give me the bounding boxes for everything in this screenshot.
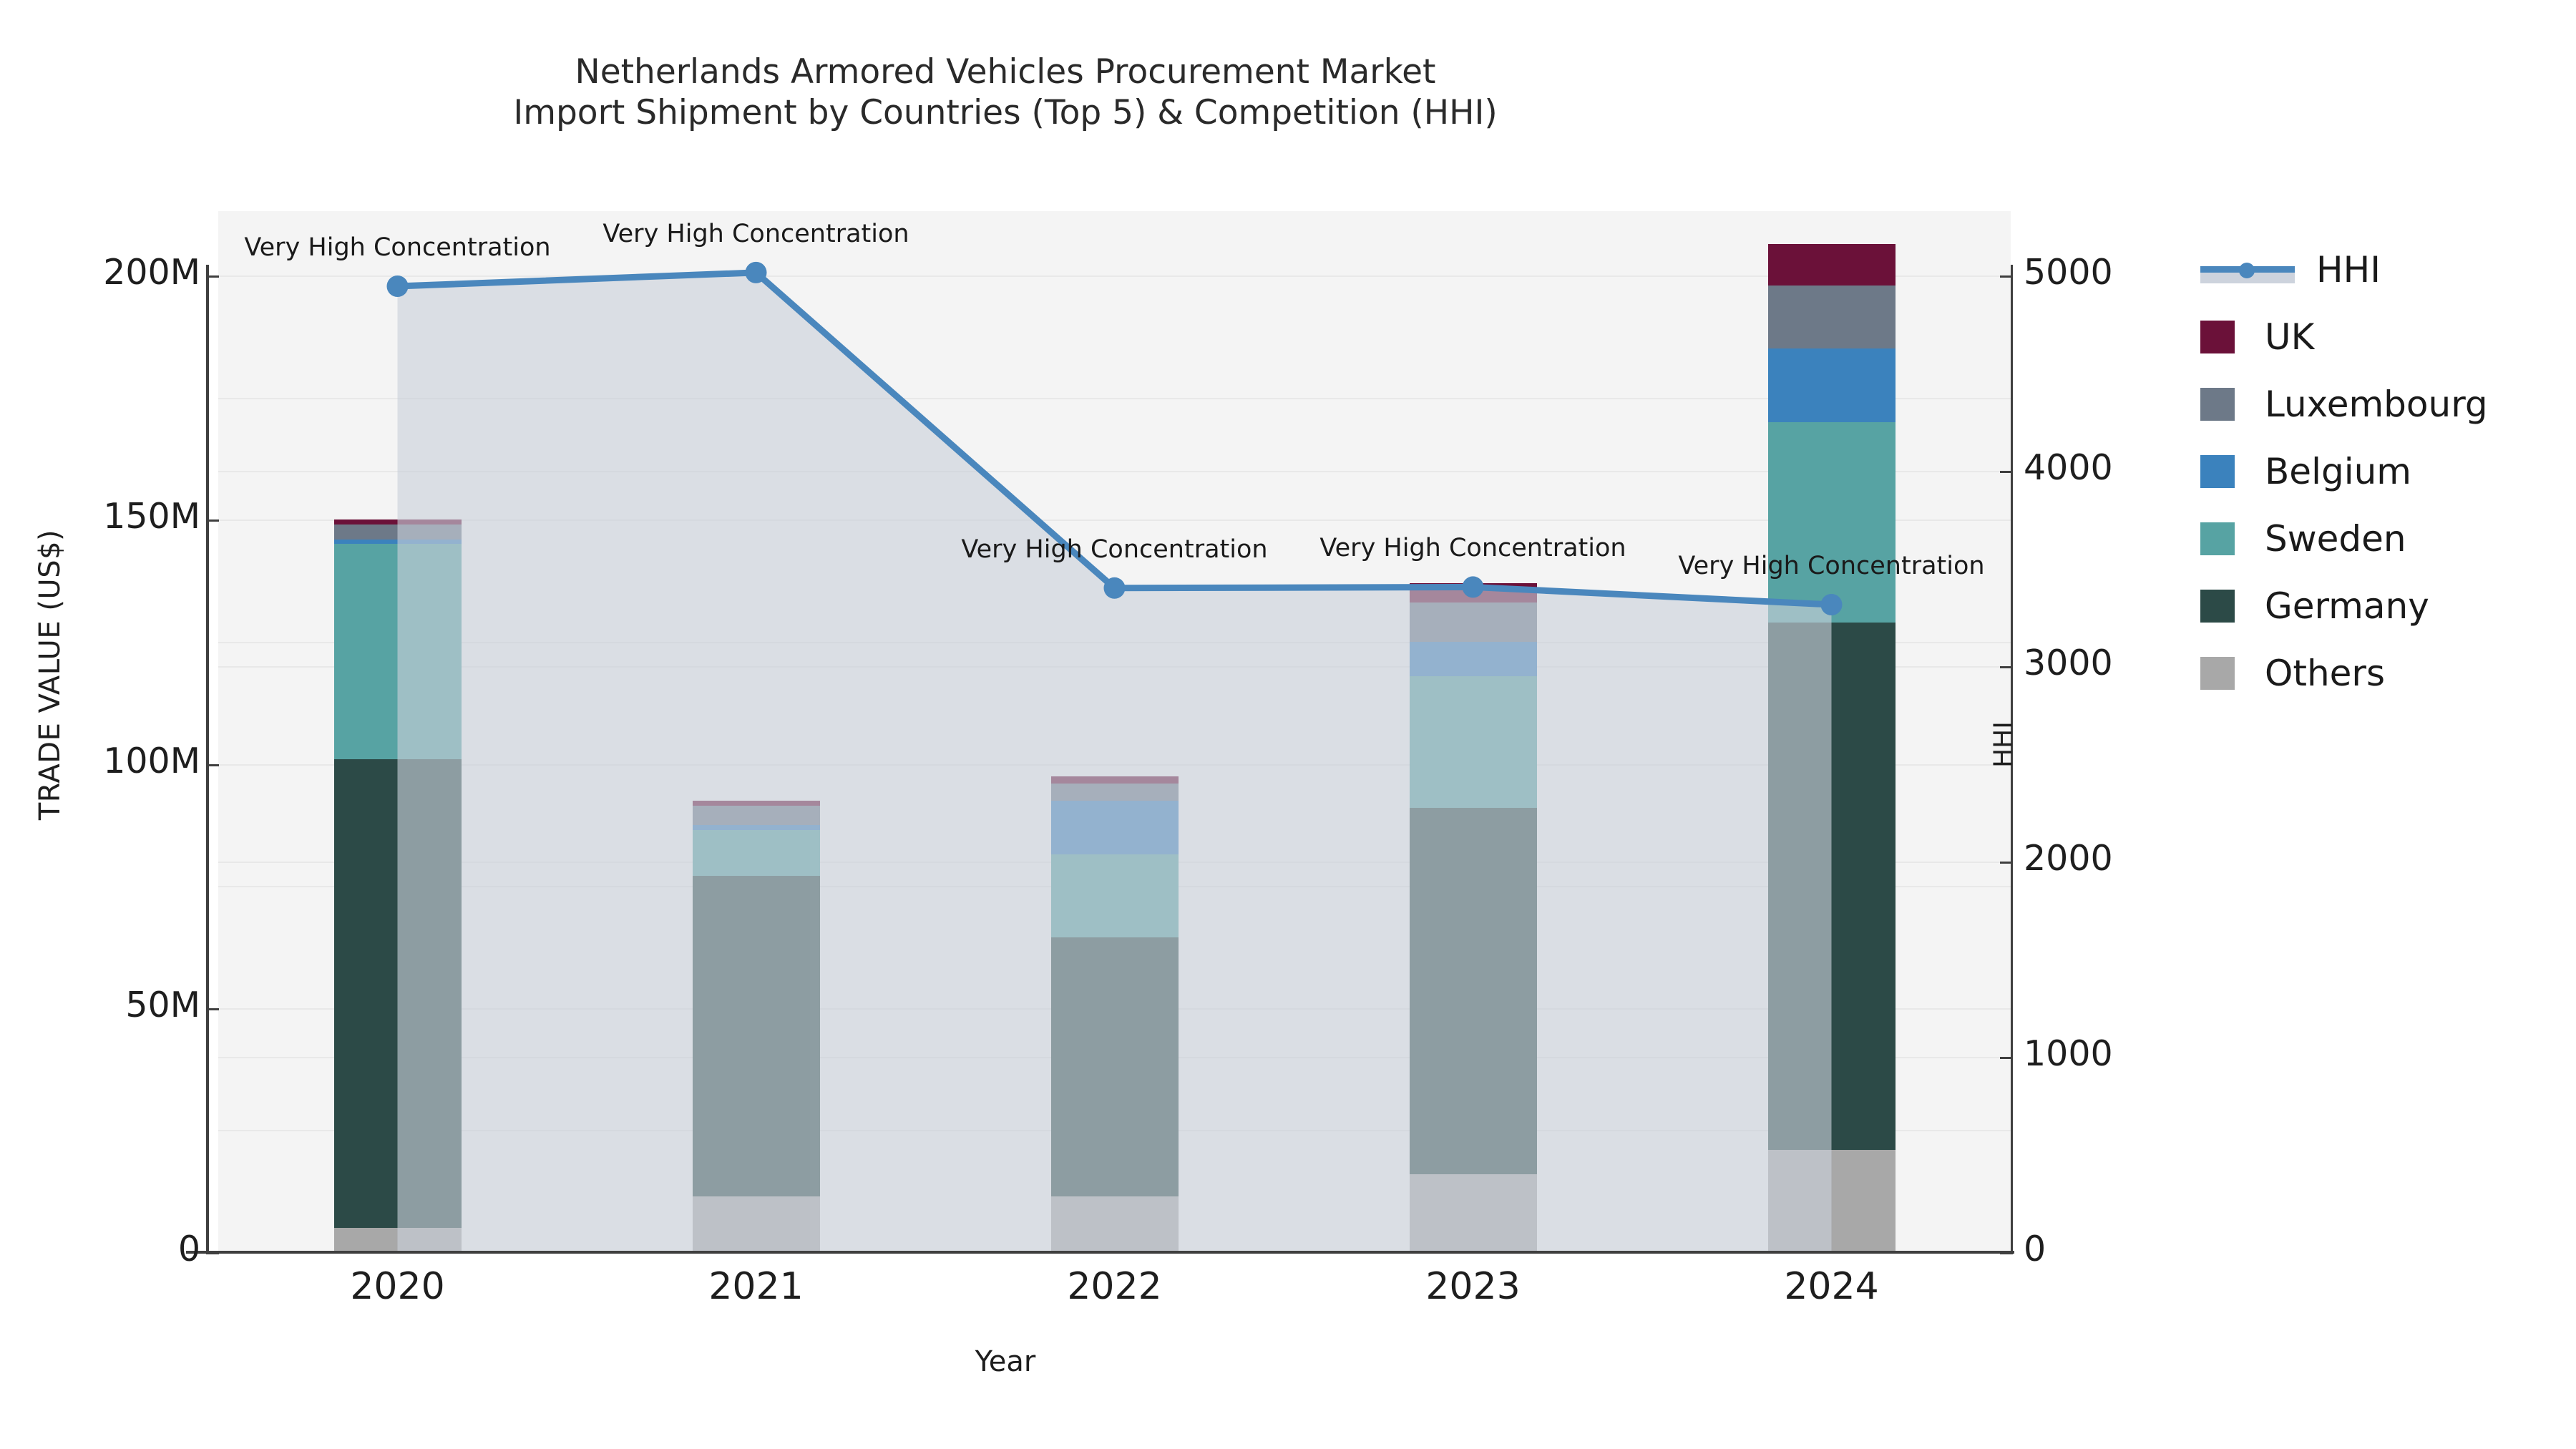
gridline	[218, 471, 2011, 472]
y-tick-right-3000: 3000	[2024, 643, 2113, 683]
legend-swatch-others	[2200, 657, 2235, 690]
gridline	[218, 275, 2011, 277]
legend-label: HHI	[2316, 249, 2381, 291]
legend-swatch-uk	[2200, 321, 2235, 353]
y-axis-left-line	[206, 265, 209, 1254]
chart-title-line1: Netherlands Armored Vehicles Procurement…	[575, 52, 1436, 92]
legend-item-uk[interactable]: UK	[2200, 303, 2572, 371]
y-tick-left-50M: 50M	[125, 984, 200, 1025]
legend-swatch-germany	[2200, 590, 2235, 623]
legend-label: Belgium	[2265, 451, 2411, 492]
legend-item-germany[interactable]: Germany	[2200, 572, 2572, 640]
y-axis-right-label: HHI	[1989, 721, 2019, 768]
annotation-2021: Very High Concentration	[602, 219, 909, 248]
legend-item-luxembourg[interactable]: Luxembourg	[2200, 371, 2572, 438]
y-tick-right-4000: 4000	[2024, 447, 2113, 488]
x-tick-2023: 2023	[1425, 1265, 1521, 1308]
x-tick-2022: 2022	[1067, 1265, 1162, 1308]
y-tick-left-100M: 100M	[103, 740, 200, 781]
tick-mark-left	[206, 275, 219, 278]
y-tick-left-150M: 150M	[103, 496, 200, 537]
hhi-marker-2021[interactable]	[745, 261, 767, 283]
bar-segment-luxembourg-2024[interactable]	[1767, 285, 1896, 349]
tick-mark-right	[2000, 666, 2013, 668]
tick-mark-right	[2000, 1057, 2013, 1059]
legend-swatch-sweden	[2200, 522, 2235, 555]
tick-mark-left	[206, 763, 219, 766]
legend-label: Sweden	[2265, 518, 2406, 560]
annotation-2022: Very High Concentration	[961, 535, 1268, 564]
y-tick-left-0: 0	[177, 1229, 200, 1269]
hhi-area-fill	[397, 272, 1832, 1252]
tick-mark-right	[2000, 862, 2013, 864]
annotation-2020: Very High Concentration	[244, 233, 551, 262]
legend: HHI UK Luxembourg Belgium Sweden Germany Other…	[2200, 236, 2572, 707]
hhi-marker-2024[interactable]	[1820, 594, 1843, 616]
y-tick-right-0: 0	[2024, 1229, 2046, 1269]
plot-area	[218, 211, 2011, 1254]
legend-label: Germany	[2265, 585, 2429, 627]
annotation-2024: Very High Concentration	[1678, 552, 1985, 580]
legend-label: Others	[2265, 653, 2386, 694]
chart-title-line2: Import Shipment by Countries (Top 5) & C…	[513, 93, 1498, 133]
tick-mark-right	[2000, 471, 2013, 473]
gridline	[218, 519, 2011, 522]
x-tick-2021: 2021	[708, 1265, 804, 1308]
tick-mark-left	[206, 1008, 219, 1010]
y-axis-right-line	[2011, 265, 2013, 1254]
bar-segment-uk-2024[interactable]	[1767, 243, 1896, 286]
tick-mark-left	[206, 1252, 219, 1254]
legend-label: Luxembourg	[2265, 384, 2488, 425]
legend-item-hhi[interactable]: HHI	[2200, 236, 2572, 303]
legend-label: UK	[2265, 316, 2315, 358]
legend-swatch-luxembourg	[2200, 388, 2235, 421]
y-tick-right-1000: 1000	[2024, 1033, 2113, 1074]
x-tick-2024: 2024	[1784, 1265, 1879, 1308]
gridline	[218, 397, 2011, 399]
legend-item-sweden[interactable]: Sweden	[2200, 505, 2572, 572]
y-tick-right-5000: 5000	[2024, 252, 2113, 293]
hhi-marker-2020[interactable]	[386, 275, 409, 298]
y-tick-right-2000: 2000	[2024, 838, 2113, 879]
tick-mark-left	[206, 519, 219, 522]
bar-segment-sweden-2024[interactable]	[1767, 421, 1896, 623]
x-axis-line	[186, 1251, 2014, 1254]
hhi-marker-2023[interactable]	[1462, 576, 1484, 598]
hhi-marker-2022[interactable]	[1103, 577, 1126, 599]
page-title: Netherlands Armored Vehicles Procurement…	[0, 52, 2011, 134]
x-tick-2020: 2020	[350, 1265, 445, 1308]
x-axis-label: Year	[975, 1345, 1036, 1378]
tick-mark-right	[2000, 275, 2013, 278]
tick-mark-right	[2000, 1252, 2013, 1254]
y-tick-left-200M: 200M	[103, 252, 200, 293]
hhi-series	[386, 261, 1843, 1252]
legend-item-belgium[interactable]: Belgium	[2200, 438, 2572, 505]
legend-line-swatch	[2200, 253, 2295, 286]
legend-swatch-belgium	[2200, 455, 2235, 488]
annotation-2023: Very High Concentration	[1319, 534, 1626, 563]
y-axis-left-label: TRADE VALUE (US$)	[34, 529, 67, 821]
legend-item-others[interactable]: Others	[2200, 640, 2572, 707]
legend-line-dot	[2239, 263, 2255, 278]
bar-segment-belgium-2024[interactable]	[1767, 348, 1896, 422]
